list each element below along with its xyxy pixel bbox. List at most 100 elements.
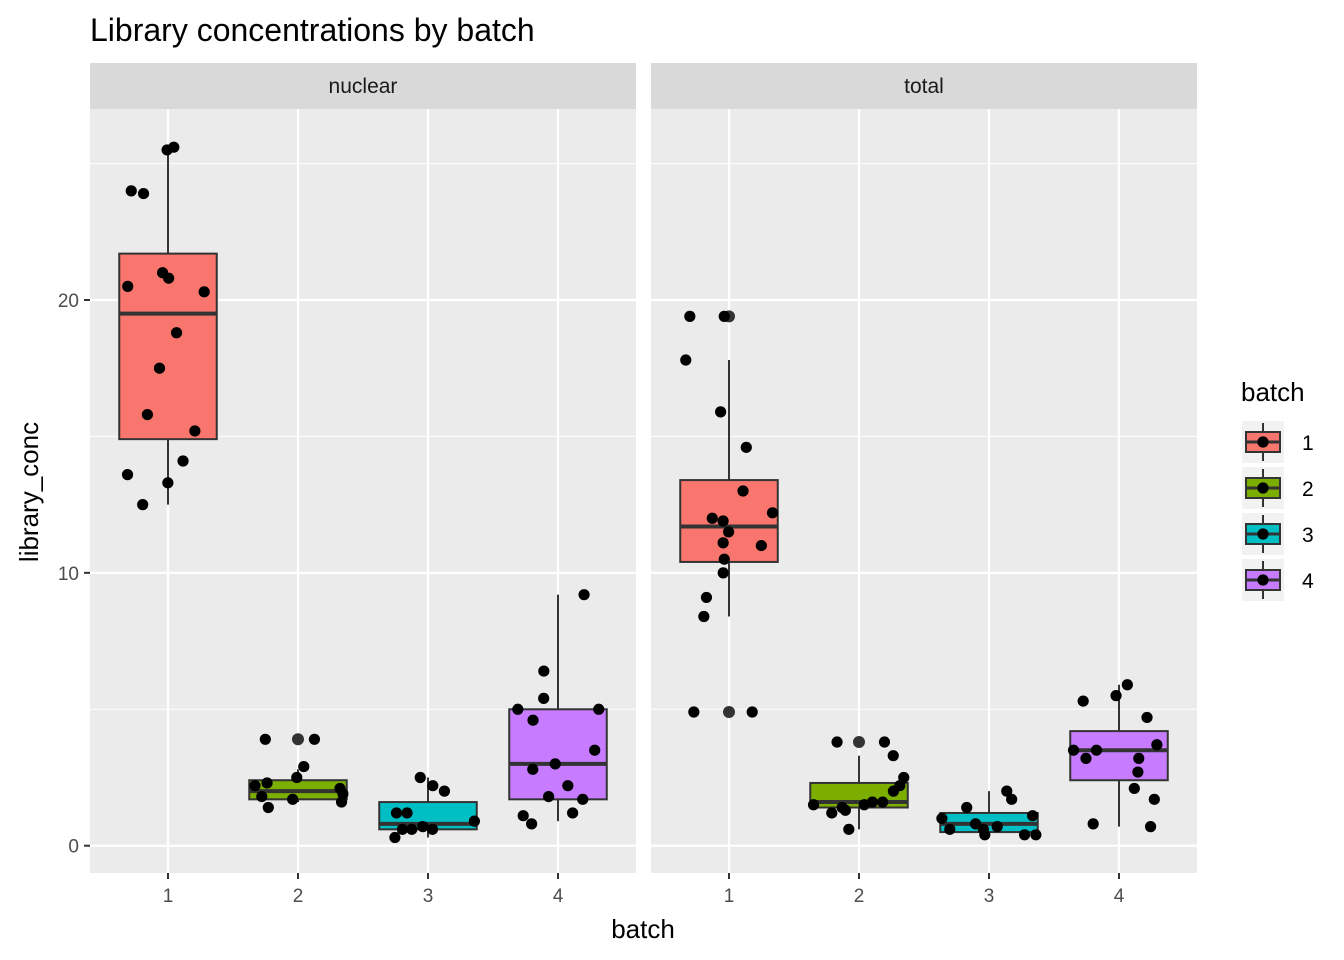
data-point (308, 733, 321, 745)
plot-layer: nuclear 1 2 3 4 total 1 2 3 4 0 10 20 (58, 63, 1197, 907)
x-tick-label: 4 (553, 886, 564, 907)
outlier-point (723, 706, 735, 719)
data-point (1018, 829, 1031, 841)
data-point (526, 818, 538, 830)
legend-title: batch (1241, 377, 1305, 407)
x-tick-label: 3 (423, 886, 434, 907)
data-point (858, 799, 870, 811)
data-point (717, 537, 729, 549)
data-point (567, 807, 579, 819)
data-point (1090, 744, 1103, 756)
data-point (538, 665, 550, 677)
data-point (578, 589, 590, 601)
x-tick-label: 2 (854, 886, 865, 907)
data-point (1133, 752, 1145, 765)
data-point (715, 406, 727, 418)
data-point (1148, 793, 1160, 805)
legend-key-point (1257, 574, 1269, 586)
data-point (125, 185, 137, 197)
data-point (543, 791, 555, 803)
data-point (991, 821, 1003, 833)
data-point (335, 796, 348, 808)
data-point (1151, 739, 1163, 751)
data-point (259, 733, 271, 745)
data-point (406, 823, 418, 835)
data-point (826, 807, 838, 819)
data-point (807, 799, 820, 811)
data-point (137, 499, 149, 511)
data-point (177, 455, 189, 467)
data-point (414, 771, 426, 784)
data-point (1141, 711, 1153, 724)
data-point (688, 706, 700, 718)
data-point (737, 485, 749, 497)
facet-strip-nuclear (90, 63, 636, 109)
data-point (438, 785, 451, 797)
data-point (722, 526, 735, 538)
data-point (401, 807, 413, 819)
data-point (170, 327, 183, 339)
x-tick-label: 1 (724, 886, 735, 907)
x-tick-label: 2 (293, 886, 304, 907)
data-point (706, 512, 718, 524)
data-point (755, 539, 767, 552)
x-tick-label: 4 (1114, 886, 1125, 907)
data-point (153, 362, 166, 374)
data-point (261, 777, 273, 789)
data-point (839, 804, 851, 816)
data-point (427, 780, 439, 792)
outlier-point (292, 733, 304, 746)
facet-strip-label-total: total (904, 75, 944, 98)
data-point (527, 714, 539, 726)
legend-label-1: 1 (1302, 432, 1314, 455)
box-batch-4 (508, 708, 608, 801)
data-point (1067, 744, 1080, 756)
y-tick-label: 20 (58, 291, 79, 312)
outlier-point (853, 736, 865, 749)
data-point (527, 763, 539, 775)
data-point (979, 829, 991, 841)
data-point (887, 750, 899, 762)
data-point (426, 823, 439, 835)
data-point (390, 807, 403, 819)
chart-title: Library concentrations by batch (90, 12, 535, 48)
data-point (698, 610, 710, 623)
legend-label-4: 4 (1302, 570, 1314, 593)
data-point (717, 567, 729, 579)
data-point (718, 310, 730, 322)
data-point (549, 758, 561, 770)
data-point (831, 736, 843, 748)
data-point (961, 801, 973, 814)
data-point (262, 801, 274, 814)
data-point (137, 187, 150, 200)
data-point (843, 823, 855, 835)
legend-key-point (1257, 482, 1269, 494)
data-point (887, 785, 900, 797)
data-point (593, 703, 605, 715)
data-point (718, 553, 730, 565)
data-point (1001, 785, 1013, 797)
legend-key-point (1257, 436, 1269, 448)
data-point (141, 409, 154, 421)
y-tick-label: 0 (68, 837, 79, 858)
data-point (468, 815, 481, 827)
data-point (122, 280, 134, 292)
data-point (746, 706, 758, 718)
data-point (1087, 818, 1099, 830)
data-point (766, 507, 779, 519)
data-point (249, 780, 261, 792)
data-point (700, 591, 713, 604)
legend-label-2: 2 (1302, 478, 1314, 501)
box-batch-1 (118, 252, 218, 441)
data-point (1144, 821, 1157, 833)
x-axis-title: batch (611, 914, 675, 944)
data-point (1128, 782, 1140, 795)
data-point (287, 793, 299, 805)
data-point (680, 354, 692, 366)
x-tick-label: 3 (984, 886, 995, 907)
data-point (512, 703, 524, 715)
data-point (396, 823, 409, 835)
y-tick-label: 10 (58, 564, 79, 585)
data-point (163, 272, 175, 284)
